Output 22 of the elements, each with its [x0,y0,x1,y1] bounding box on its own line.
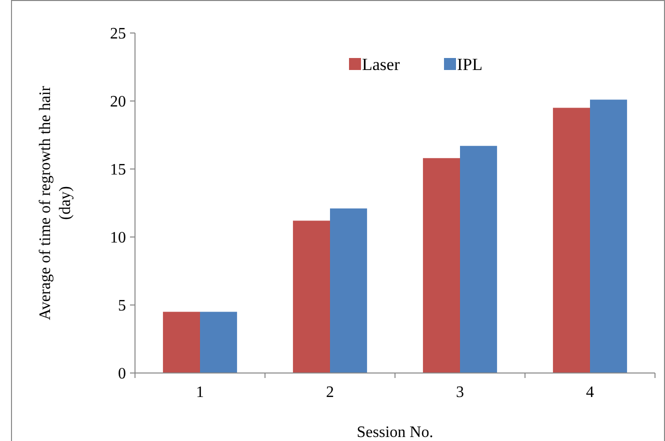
x-tick-label: 4 [586,384,594,401]
y-tick-label: 0 [118,366,126,383]
bar [162,312,200,373]
y-tick-label: 25 [110,26,126,43]
y-tick-label: 15 [110,162,126,179]
y-tick-label: 5 [118,298,126,315]
bar [590,100,628,373]
bar [330,208,368,373]
x-axis-title: Session No. [356,424,434,441]
bar [422,158,460,373]
x-tick-label: 2 [326,384,334,401]
bar [552,108,590,373]
y-tick-label: 20 [110,94,126,111]
x-tick-label: 3 [456,384,464,401]
bar [200,312,238,373]
x-tick-label: 1 [196,384,204,401]
y-tick-label: 10 [110,230,126,247]
legend-label: IPL [457,54,482,74]
bar [460,146,498,373]
y-axis-title: Average of time of regrowth the hair (day) [37,85,74,320]
bar [292,220,330,373]
legend-label: Laser [362,54,400,74]
